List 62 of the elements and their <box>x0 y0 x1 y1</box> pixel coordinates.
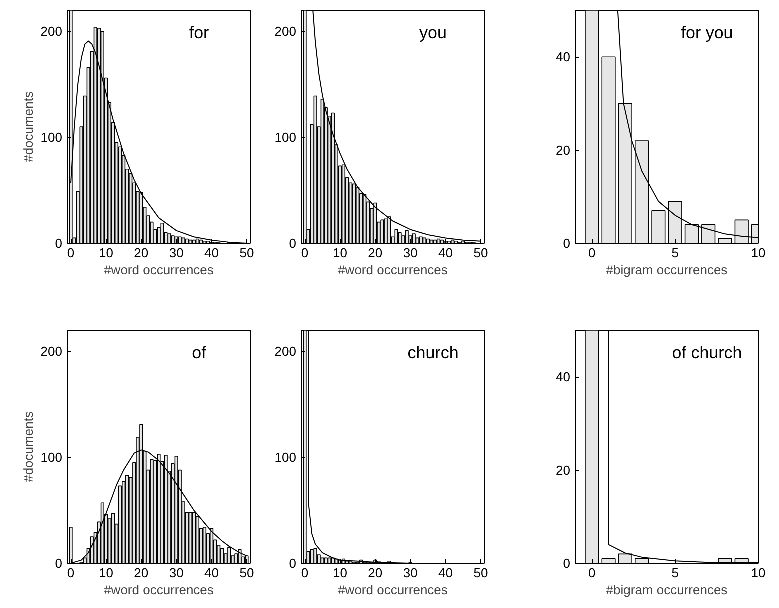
x-tick-label: 40 <box>438 566 454 580</box>
x-tick-label: 30 <box>169 566 184 580</box>
y-tick-label: 40 <box>556 370 571 385</box>
text: of <box>192 344 207 362</box>
x-tick-label: 0 <box>301 566 309 580</box>
x-tick-label: 50 <box>474 246 488 260</box>
y-tick-label: 100 <box>40 450 63 466</box>
x-axis-title: #word occurrences <box>338 262 448 278</box>
x-axis-title: #word occurrences <box>104 262 214 278</box>
x-axis-title: #word occurrences <box>338 582 448 598</box>
y-tick-label: 200 <box>40 344 63 360</box>
x-tick-label: 0 <box>588 246 596 260</box>
x-tick-label: 10 <box>98 246 114 260</box>
y-tick-label: 0 <box>289 556 297 571</box>
y-tick-label: 0 <box>563 236 571 251</box>
y-tick-label: 0 <box>55 556 63 571</box>
y-tick-label: 200 <box>274 344 297 360</box>
y-tick-label: 200 <box>274 24 297 40</box>
y-axis-title: #documents <box>20 91 36 162</box>
x-tick-label: 10 <box>332 246 348 260</box>
y-tick-label: 100 <box>40 130 63 146</box>
x-tick-label: 10 <box>751 566 766 580</box>
y-tick-label: 0 <box>563 556 571 571</box>
x-tick-label: 40 <box>438 246 454 260</box>
x-tick-label: 40 <box>204 246 220 260</box>
x-tick-label: 10 <box>98 566 114 580</box>
x-axis-title: #bigram occurrences <box>606 582 728 598</box>
text: church <box>408 344 459 362</box>
y-tick-label: 100 <box>274 130 297 146</box>
x-tick-label: 30 <box>403 246 418 260</box>
x-tick-label: 0 <box>67 566 75 580</box>
x-tick-label: 20 <box>134 566 149 580</box>
y-tick-label: 20 <box>556 462 571 478</box>
x-tick-label: 0 <box>588 566 596 580</box>
x-axis-title: #word occurrences <box>104 582 214 598</box>
x-tick-label: 50 <box>240 566 254 580</box>
text: of church <box>672 344 742 362</box>
y-tick-label: 100 <box>274 450 297 466</box>
x-tick-label: 20 <box>368 246 383 260</box>
x-tick-label: 40 <box>204 566 220 580</box>
x-tick-label: 50 <box>240 246 254 260</box>
x-tick-label: 30 <box>169 246 184 260</box>
y-tick-label: 0 <box>55 236 63 251</box>
x-tick-label: 0 <box>67 246 75 260</box>
x-tick-label: 20 <box>368 566 383 580</box>
x-axis-title: #bigram occurrences <box>606 262 728 278</box>
x-tick-label: 20 <box>134 246 149 260</box>
y-tick-label: 40 <box>556 50 571 65</box>
y-tick-label: 20 <box>556 142 571 158</box>
y-tick-label: 0 <box>289 236 297 251</box>
text: for <box>189 24 210 42</box>
x-tick-label: 10 <box>751 246 766 260</box>
x-tick-label: 0 <box>301 246 309 260</box>
text: you <box>420 24 447 42</box>
x-tick-label: 50 <box>474 566 488 580</box>
x-tick-label: 5 <box>672 246 679 260</box>
x-tick-label: 30 <box>403 566 418 580</box>
x-tick-label: 5 <box>672 566 679 580</box>
y-tick-label: 200 <box>40 24 63 40</box>
x-tick-label: 10 <box>332 566 348 580</box>
text: for you <box>681 24 734 42</box>
y-axis-title: #documents <box>20 411 36 482</box>
